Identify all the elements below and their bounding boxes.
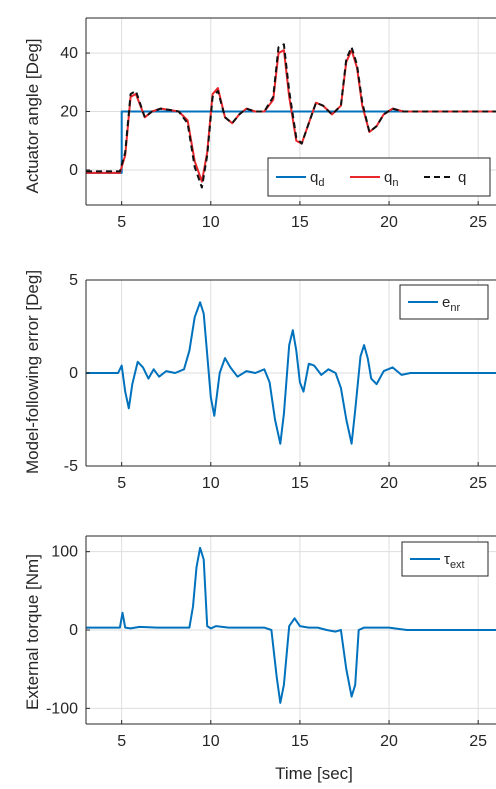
external-torque-ylabel: External torque [Nm] bbox=[23, 554, 42, 710]
x-tick-label: 15 bbox=[291, 475, 309, 492]
series-tau-ext bbox=[86, 546, 496, 704]
x-tick-label: 5 bbox=[117, 475, 126, 492]
x-tick-label: 20 bbox=[380, 214, 398, 231]
series-e-nr bbox=[86, 301, 496, 445]
y-tick-label: 5 bbox=[69, 272, 78, 289]
actuator-angle-ylabel: Actuator angle [Deg] bbox=[23, 39, 42, 194]
y-tick-label: 40 bbox=[60, 45, 78, 62]
y-tick-label: 0 bbox=[69, 162, 78, 179]
x-tick-label: 5 bbox=[117, 214, 126, 231]
y-tick-label: 0 bbox=[69, 365, 78, 382]
x-tick-label: 15 bbox=[291, 733, 309, 750]
legend-label-e-nr: enr bbox=[442, 294, 460, 314]
legend-label-tau-ext: τext bbox=[444, 551, 465, 571]
model-following-error-panel: Model-following error [Deg] 5 10 15 20 25 -5 0… bbox=[23, 270, 496, 492]
y-tick-label: 0 bbox=[69, 622, 78, 639]
x-tick-label: 20 bbox=[380, 733, 398, 750]
actuator-angle-panel: Actuator angle [Deg] 5 10 15 20 25 0 20 40 qd qn q bbox=[23, 17, 496, 231]
y-tick-label: 100 bbox=[51, 544, 78, 561]
x-tick-label: 25 bbox=[469, 733, 487, 750]
x-tick-label: 10 bbox=[202, 214, 220, 231]
y-tick-label: -5 bbox=[64, 458, 78, 475]
legend-label-q: q bbox=[458, 169, 466, 186]
legend-label-q-n: qn bbox=[384, 169, 398, 189]
x-tick-label: 20 bbox=[380, 475, 398, 492]
x-tick-label: 15 bbox=[291, 214, 309, 231]
x-tick-label: 25 bbox=[469, 475, 487, 492]
time-xlabel: Time [sec] bbox=[275, 764, 353, 783]
x-tick-label: 5 bbox=[117, 733, 126, 750]
x-tick-label: 10 bbox=[202, 475, 220, 492]
external-torque-panel: External torque [Nm] Time [sec] 5 10 15 20 2… bbox=[23, 535, 496, 783]
x-tick-label: 25 bbox=[469, 214, 487, 231]
y-tick-label: 20 bbox=[60, 104, 78, 121]
y-tick-label: -100 bbox=[46, 700, 78, 717]
legend-label-q-d: qd bbox=[310, 169, 324, 189]
x-tick-label: 10 bbox=[202, 733, 220, 750]
model-following-error-ylabel: Model-following error [Deg] bbox=[23, 270, 42, 474]
